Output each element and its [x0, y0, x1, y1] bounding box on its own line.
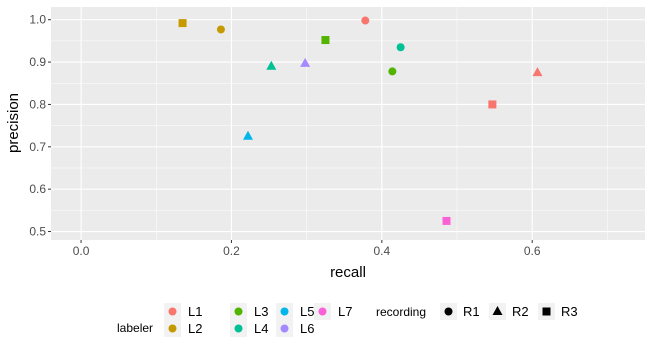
legend-title-labeler: labeler: [117, 321, 153, 335]
legend-shape-entries: R1 R2 R3: [440, 303, 578, 320]
legend-label-l7: L7: [338, 304, 352, 319]
legend-label-l4: L4: [254, 321, 268, 336]
legend-key-dot-l2: [168, 324, 177, 333]
y-tick-label: 0.8: [29, 97, 46, 111]
legend-label-r3: R3: [561, 304, 578, 319]
legend-key-dot-l6: [280, 324, 289, 333]
point-l3-r3: [321, 36, 330, 45]
point-l1-r2: [532, 67, 543, 77]
legend-title-recording: recording: [376, 305, 426, 319]
legend-key-dot-l5: [280, 307, 289, 316]
point-l1-r3: [488, 100, 497, 109]
x-axis: 0.0 0.2 0.4 0.6: [73, 240, 541, 258]
legend-label-l5: L5: [300, 304, 314, 319]
legend-label-l6: L6: [300, 321, 314, 336]
y-axis: 0.5 0.6 0.7 0.8 0.9 1.0: [29, 13, 51, 239]
legend-key-shape-r1: [444, 307, 453, 316]
y-tick-label: 0.5: [29, 225, 46, 239]
panel-background: [51, 7, 645, 240]
x-tick-label: 0.0: [73, 244, 90, 258]
legend-key-dot-l3: [234, 307, 243, 316]
point-l6-r2: [300, 57, 311, 67]
y-axis-title: precision: [5, 93, 22, 153]
grid-minor: [51, 7, 645, 240]
y-tick-label: 0.7: [29, 140, 46, 154]
data-points: [178, 16, 543, 225]
legend-key-dot-l1: [168, 307, 177, 316]
x-tick-label: 0.6: [524, 244, 541, 258]
x-tick-label: 0.2: [223, 244, 240, 258]
point-l1-r1: [361, 16, 370, 25]
point-l7-r3: [442, 216, 451, 225]
y-tick-label: 1.0: [29, 13, 46, 27]
y-tick-label: 0.6: [29, 182, 46, 196]
legend-label-l1: L1: [188, 304, 202, 319]
legend-label-r1: R1: [463, 304, 480, 319]
legend-label-l2: L2: [188, 321, 202, 336]
y-tick-label: 0.9: [29, 55, 46, 69]
legend-key-shape-r3: [542, 307, 551, 316]
point-l5-r2: [242, 130, 253, 140]
point-l2-r3: [178, 19, 187, 28]
legend-label-r2: R2: [512, 304, 529, 319]
x-tick-label: 0.4: [373, 244, 390, 258]
legend-key-dot-l7: [318, 307, 327, 316]
x-axis-title: recall: [330, 264, 366, 281]
legend: labeler L1 L2 L3 L4 L5 L6 L7 recording R1 R2 R3: [117, 303, 578, 337]
point-l3-r1: [388, 67, 397, 76]
grid-major: [51, 7, 645, 240]
legend-key-dot-l4: [234, 324, 243, 333]
legend-colour-entries: L1 L2 L3 L4 L5 L6 L7: [164, 303, 352, 337]
point-l4-r2: [266, 60, 277, 70]
point-l2-r1: [216, 25, 225, 34]
legend-key-shape-r2: [492, 306, 503, 315]
point-l4-r1: [396, 43, 405, 52]
legend-label-l3: L3: [254, 304, 268, 319]
